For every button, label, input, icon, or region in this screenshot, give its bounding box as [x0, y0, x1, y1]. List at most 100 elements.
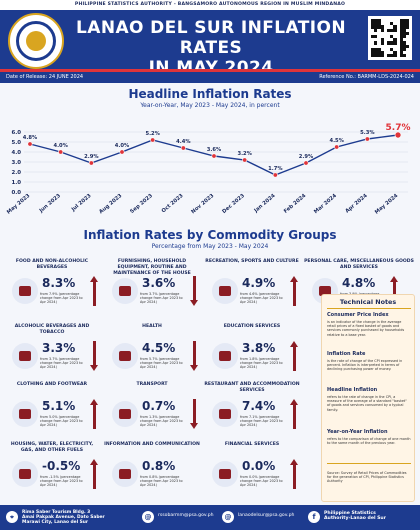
group-description: from 1.3% (percentage change from Apr 20…: [140, 415, 183, 428]
data-label: 4.8%: [23, 135, 38, 141]
laptop-icon: [112, 461, 138, 487]
arrow-up-icon: [290, 399, 298, 429]
arrow-up-icon: [290, 459, 298, 489]
notes-title: Technical Notes: [339, 298, 397, 306]
data-point: [150, 137, 156, 143]
group-title: TRANSPORT: [136, 382, 168, 387]
agency-bar: PHILIPPINE STATISTICS AUTHORITY - BANGSA…: [0, 0, 420, 10]
email-link-2[interactable]: lanaodelsur@psa.gov.ph: [238, 513, 295, 518]
facebook-link[interactable]: Philippine Statistics Authority-Lanao de…: [324, 511, 386, 522]
qr-code-icon: [368, 16, 412, 60]
data-point: [242, 157, 248, 163]
household-icon: [112, 278, 138, 304]
data-label: 4.5%: [329, 138, 344, 144]
data-label: 4.0%: [115, 143, 130, 149]
footer: ⌖ Rima Saber Tourism Bldg. 3 Amai Pakpak…: [0, 505, 420, 530]
address-line: Amai Pakpak Avenue, Dato Saber: [22, 515, 105, 520]
arrow-up-icon: [290, 341, 298, 371]
y-tick-label: 0.0: [11, 190, 21, 196]
arrow-down-icon: [90, 341, 98, 371]
group-description: from 0.0% (percentage change from Apr 20…: [240, 475, 283, 488]
title-line-2: IN MAY 2024: [148, 58, 274, 72]
data-label: 2.9%: [299, 154, 314, 160]
email-icon: @: [142, 511, 154, 523]
group-title: FINANCIAL SERVICES: [224, 442, 280, 447]
y-tick-label: 1.0: [11, 180, 21, 186]
facebook-icon: f: [308, 511, 320, 523]
x-tick-label: May 2024: [374, 193, 400, 216]
title-banner: LANAO DEL SUR INFLATION RATES IN MAY 202…: [0, 10, 420, 72]
address-line: Marawi City, Lanao del Sur: [22, 520, 89, 525]
x-tick-label: Feb 2024: [283, 193, 308, 215]
note-body: is an indicator of the change in the ave…: [327, 320, 405, 337]
y-tick-label: 3.0: [11, 160, 21, 166]
arrow-down-icon: [190, 341, 198, 371]
data-point: [58, 149, 64, 155]
group-rate: 3.8%: [242, 341, 276, 355]
group-title: EDUCATION SERVICES: [223, 324, 281, 329]
y-tick-label: 6.0: [11, 130, 21, 136]
release-bar: Date of Release: 24 JUNE 2024 Reference …: [0, 72, 420, 83]
note-head: Consumer Price Index: [327, 312, 389, 318]
data-label: 1.7%: [268, 166, 283, 172]
release-date: Date of Release: 24 JUNE 2024: [6, 74, 84, 80]
headline-subtitle: Year-on-Year, May 2023 - May 2024, in pe…: [140, 102, 280, 109]
data-label: 3.6%: [207, 147, 222, 153]
data-point: [180, 145, 186, 151]
address-line: Rima Saber Tourism Bldg. 3: [22, 510, 91, 515]
group-rate: 0.0%: [242, 459, 276, 473]
x-tick-label: May 2023: [6, 193, 32, 216]
group-rate: 5.1%: [42, 399, 76, 413]
title-line-1: LANAO DEL SUR INFLATION RATES: [76, 18, 346, 58]
group-rate: 4.9%: [242, 276, 276, 290]
arrow-up-icon: [390, 276, 398, 306]
data-label: 4.0%: [53, 143, 68, 149]
arrow-down-icon: [190, 276, 198, 306]
data-point: [394, 131, 402, 139]
x-tick-label: Jan 2024: [253, 193, 277, 215]
note-head: Year-on-Year Inflation: [327, 429, 388, 435]
x-tick-label: Nov 2023: [190, 193, 215, 216]
group-description: from 3.7% (percentage change from Apr 20…: [40, 357, 83, 370]
group-rate: 7.4%: [242, 399, 276, 413]
group-description: from 3.7% (percentage change from Apr 20…: [140, 292, 183, 305]
y-tick-label: 5.0: [11, 140, 21, 146]
wine-glass-icon: [12, 343, 38, 369]
footer-address: Rima Saber Tourism Bldg. 3 Amai Pakpak A…: [22, 510, 105, 525]
group-title: HEALTH: [142, 324, 162, 329]
group-title: FOOD AND NON-ALCOHOLIC BEVERAGES: [15, 259, 89, 270]
group-title: INFORMATION AND COMMUNICATION: [104, 442, 200, 447]
group-title: PERSONAL CARE, MISCELLANEOUS GOODS AND S…: [304, 259, 414, 270]
note-head: Inflation Rate: [327, 351, 366, 357]
commodity-subtitle: Percentage from May 2023 - May 2024: [151, 243, 269, 250]
group-rate: -0.5%: [42, 459, 81, 473]
psa-seal-logo: [8, 13, 64, 69]
data-label: 5.2%: [145, 131, 160, 137]
car-icon: [112, 401, 138, 427]
group-title: ALCOHOLIC BEVERAGES AND TOBACCO: [14, 324, 90, 335]
x-tick-label: Mar 2024: [313, 193, 338, 216]
data-point: [334, 144, 340, 150]
group-description: from 4.6% (percentage change from Apr 20…: [240, 292, 283, 305]
group-description: from 5.0% (percentage change from Apr 20…: [40, 415, 83, 428]
house-icon: [12, 461, 38, 487]
group-rate: 0.7%: [142, 399, 176, 413]
group-title: HOUSING, WATER, ELECTRICITY, GAS, AND OT…: [10, 442, 94, 453]
facebook-label: Philippine Statistics: [324, 511, 376, 516]
page-title: LANAO DEL SUR INFLATION RATES IN MAY 202…: [66, 18, 356, 72]
group-description: from 7.1% (percentage change from Apr 20…: [240, 415, 283, 428]
books-icon: [212, 343, 238, 369]
data-label: 4.4%: [176, 139, 191, 145]
x-tick-label: Sep 2023: [129, 193, 154, 215]
arrow-up-icon: [90, 399, 98, 429]
email-link-1[interactable]: rssobarmm@psa.gov.ph: [158, 513, 214, 518]
y-tick-label: 2.0: [11, 170, 21, 176]
data-label: 5.7%: [386, 123, 411, 133]
shirt-icon: [12, 401, 38, 427]
note-head: Headline Inflation: [327, 387, 378, 393]
arrow-up-icon: [90, 276, 98, 306]
group-title: RESTAURANT AND ACCOMMODATION SERVICES: [204, 382, 300, 393]
data-label: 3.2%: [237, 151, 252, 157]
group-description: from 0.8% (percentage change from Apr 20…: [140, 475, 183, 488]
